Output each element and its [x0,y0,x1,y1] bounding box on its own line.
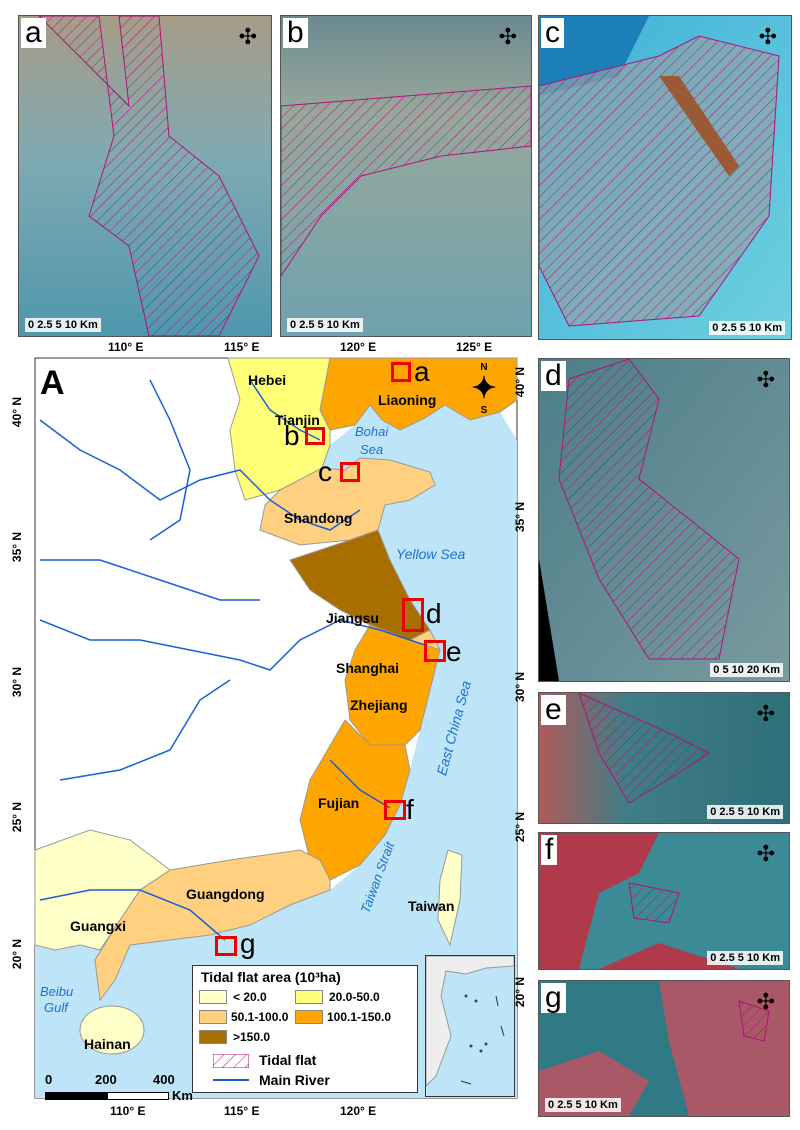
label-fujian: Fujian [318,795,360,811]
site-label-d: d [426,598,442,629]
site-box-a [391,362,411,382]
panel-c: c ✣ 0 2.5 5 10 Km [538,15,792,340]
tick-top: 115° E [224,340,260,354]
site-box-e [424,640,446,662]
panel-b: b ✣ 0 2.5 5 10 Km [280,15,532,337]
label-guangxi: Guangxi [70,918,127,934]
panel-label: d [541,361,566,391]
site-label-f: f [406,794,414,825]
tick-top: 110° E [108,340,144,354]
label-shandong: Shandong [284,510,353,526]
tick-left: 20° N [10,938,25,970]
tick-right: 20° N [513,976,528,1008]
compass-icon: ✣ [756,367,775,392]
label-gulf: Gulf [44,1000,68,1015]
site-box-b [305,427,325,445]
legend-swatch [199,990,227,1004]
main-rivers [39,379,426,941]
site-box-g [215,936,237,956]
label-taiwan: Taiwan [408,898,455,914]
main-map-label: A [40,364,65,402]
province-taiwan [437,849,463,947]
site-label-g: g [240,928,256,959]
legend-swatch [295,990,323,1004]
site-label-e: e [446,636,462,667]
panel-label: b [283,18,308,48]
label-jiangsu: Jiangsu [326,610,379,626]
panel-d: d ✣ 0 5 10 20 Km [538,358,790,682]
tick-bottom: 110° E [110,1104,146,1118]
legend-swatch [295,1010,323,1024]
tick-bottom: 120° E [340,1104,377,1118]
compass-icon: ✣ [756,701,775,726]
label-beibu: Beibu [40,984,74,999]
tick-top: 120° E [340,340,377,354]
compass-icon: ✦ [471,372,497,405]
label-tianjin: Tianjin [275,412,320,428]
panel-a: a ✣ 0 2.5 5 10 Km [18,15,272,337]
compass-rose: N ✦ S [460,362,508,428]
scale-bar: 0 2.5 5 10 Km [707,805,783,819]
scale-bar: 0 2.5 5 10 Km [709,321,785,335]
tick-right: 40° N [513,366,528,398]
label-guangdong: Guangdong [186,886,265,902]
province-fujian [299,719,411,881]
river-swatch [213,1079,249,1081]
tick-top: 125° E [456,340,493,354]
compass-icon: ✣ [756,841,775,866]
compass-icon: ✣ [758,24,777,49]
panel-f: f ✣ 0 2.5 5 10 Km [538,832,790,970]
panel-label: f [541,835,558,865]
site-box-f [384,800,406,820]
site-label-a: a [414,356,430,387]
scale-bar: 0 2.5 5 10 Km [707,951,783,965]
main-scale-bar: 0 200 400 Km [45,1072,193,1103]
scale-bar: 0 2.5 5 10 Km [25,318,101,332]
panel-label: a [21,18,46,48]
tick-right: 25° N [513,811,528,843]
legend-title: Tidal flat area (10³ha) [201,969,341,985]
legend-swatch [199,1010,227,1024]
tick-bottom: 115° E [224,1104,260,1118]
tick-right: 35° N [513,501,528,533]
tick-left: 30° N [10,666,25,698]
scale-bar: 0 2.5 5 10 Km [545,1098,621,1112]
tick-left: 35° N [10,531,25,563]
panel-label: c [541,18,564,48]
panel-e: e ✣ 0 2.5 5 10 Km [538,692,790,824]
panel-g: g ✣ 0 2.5 5 10 Km [538,980,790,1117]
province-hainan [79,1005,145,1055]
site-box-c [340,462,360,482]
province-guangdong [94,849,331,1002]
province-liaoning [319,357,518,431]
site-label-b: b [284,420,300,451]
compass-icon: ✣ [756,989,775,1014]
legend-swatch [199,1030,227,1044]
site-label-c: c [318,456,332,487]
label-bohai: Bohai [355,424,389,439]
legend: Tidal flat area (10³ha) < 20.0 20.0-50.0… [192,965,418,1093]
tick-right: 30° N [513,671,528,703]
label-liaoning: Liaoning [378,392,437,408]
panel-label: e [541,695,566,725]
panel-label: g [541,983,566,1013]
site-box-d [402,598,424,632]
tidal-flat-swatch [213,1054,249,1068]
province-shandong [259,457,436,546]
label-yellow-sea: Yellow Sea [396,546,466,562]
tick-left: 40° N [10,396,25,428]
label-zhejiang: Zhejiang [350,697,408,713]
compass-icon: ✣ [238,24,257,49]
label-bohai-sea: Sea [360,442,384,457]
scale-bar: 0 5 10 20 Km [710,663,783,677]
south-china-sea-inset [425,955,515,1097]
label-hainan: Hainan [84,1036,131,1052]
compass-icon: ✣ [498,24,517,49]
tick-left: 25° N [10,801,25,833]
label-hebei: Hebei [248,372,287,388]
scale-bar: 0 2.5 5 10 Km [287,318,363,332]
label-shanghai: Shanghai [336,660,400,676]
sea [35,405,517,1098]
